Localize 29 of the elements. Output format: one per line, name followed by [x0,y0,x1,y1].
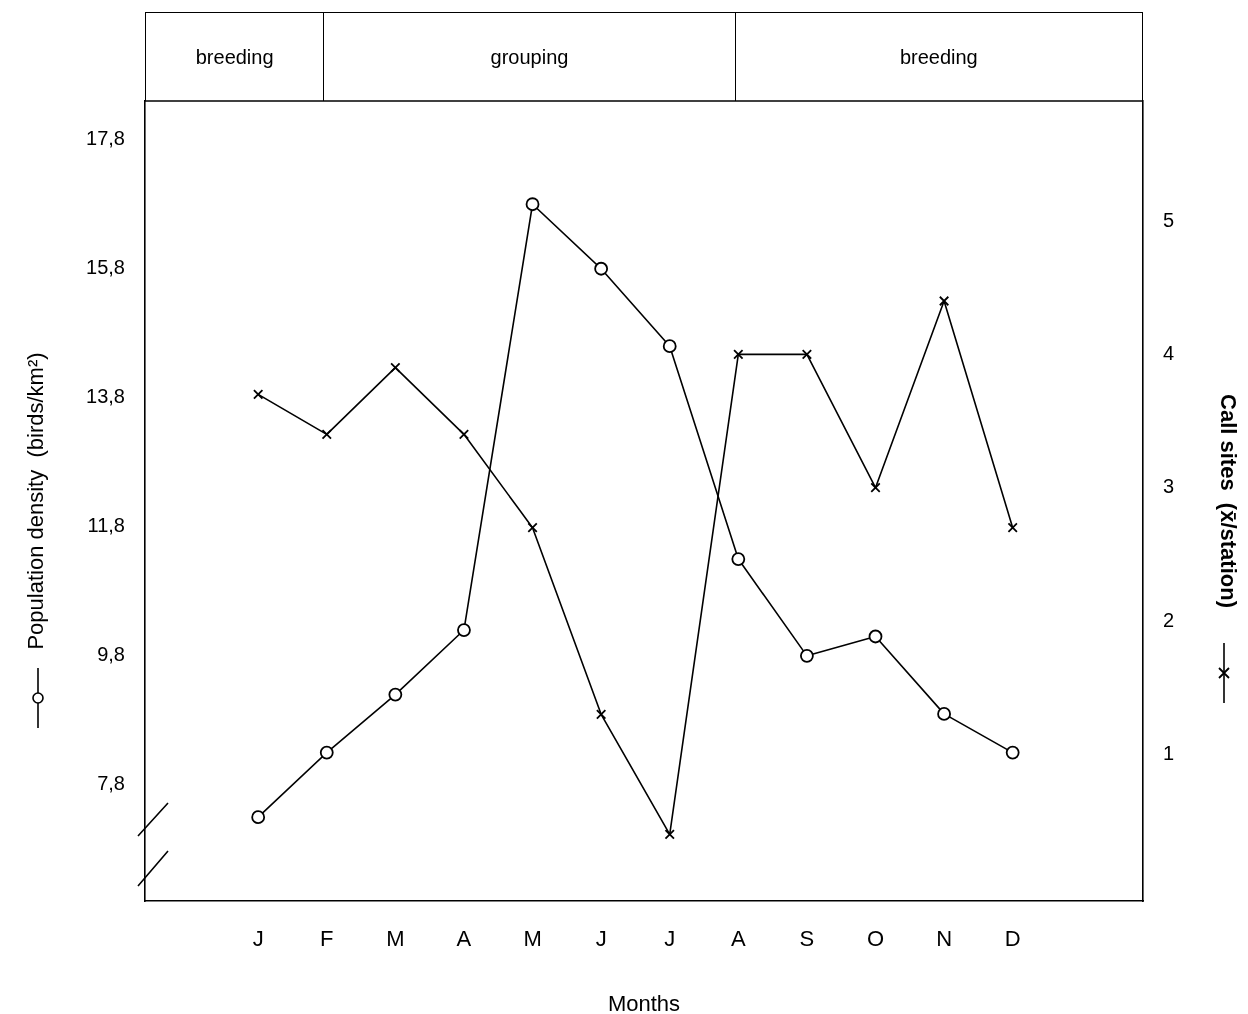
x-tick-label: M [523,926,542,952]
y-tick-label: 7,8 [97,772,125,795]
x-tick-label: O [866,926,885,952]
y-axis-title: Population density (birds/km²) [23,352,49,650]
x-tick-label: S [799,926,815,952]
y-tick-label: 11,8 [87,514,125,537]
text: breeding [899,45,978,69]
y-tick-label: 13,8 [86,385,125,408]
y-tick-label: 9,8 [97,643,125,666]
y2-tick-label: 1 [1163,741,1175,764]
x-tick-label: N [936,926,953,952]
x-tick-label: J [252,926,264,952]
text: grouping [490,45,569,69]
y2-tick-label: 5 [1163,208,1175,231]
y2-tick-label: 3 [1163,475,1175,498]
text: breeding [195,45,274,69]
x-tick-label: J [595,926,607,952]
x-tick-label: J [664,926,676,952]
y2-axis-title: Call sites (x̄/station) [1215,394,1241,608]
x-tick-label: A [456,926,472,952]
y2-tick-label: 4 [1163,341,1175,364]
y-tick-label: 15,8 [86,256,125,279]
x-tick-label: A [730,926,746,952]
y-tick-label: 17,8 [86,127,125,150]
y2-tick-label: 2 [1163,608,1175,631]
x-tick-label: F [320,926,334,952]
x-tick-label: M [386,926,405,952]
x-tick-label: D [1004,926,1021,952]
x-axis-title: Months [607,990,681,1014]
